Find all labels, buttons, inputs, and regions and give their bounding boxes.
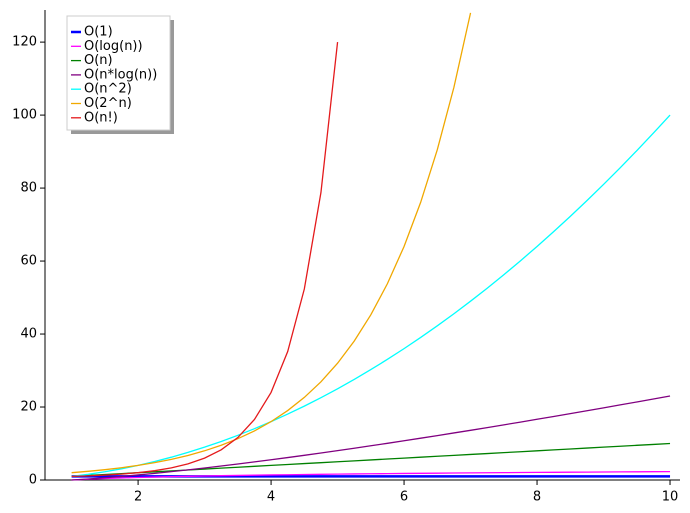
x-tick-label: 6 (400, 490, 408, 505)
legend-label: O(n!) (84, 110, 118, 125)
x-tick-label: 4 (267, 490, 275, 505)
x-tick-label: 8 (533, 490, 541, 505)
x-tick-label: 10 (662, 490, 679, 505)
legend-label: O(n) (84, 53, 113, 68)
y-tick-label: 0 (29, 473, 37, 488)
series-line (71, 442, 671, 477)
y-tick-label: 60 (20, 254, 37, 269)
series-line (71, 470, 671, 481)
legend-label: O(n*log(n)) (84, 67, 157, 82)
legend-label: O(log(n)) (84, 39, 143, 54)
legend-label: O(n^2) (84, 82, 132, 97)
series-line (71, 395, 671, 481)
x-tick-label: 2 (134, 490, 142, 505)
legend-label: O(1) (84, 25, 113, 40)
series-line (71, 114, 671, 477)
y-tick-label: 120 (12, 35, 37, 50)
legend-box (66, 15, 171, 131)
series-line (71, 42, 339, 477)
legend-label: O(2^n) (84, 96, 132, 111)
y-tick-label: 40 (20, 327, 37, 342)
y-tick-label: 80 (20, 181, 37, 196)
y-tick-label: 100 (12, 108, 37, 123)
series-line (71, 12, 472, 474)
y-tick-label: 20 (20, 400, 37, 415)
